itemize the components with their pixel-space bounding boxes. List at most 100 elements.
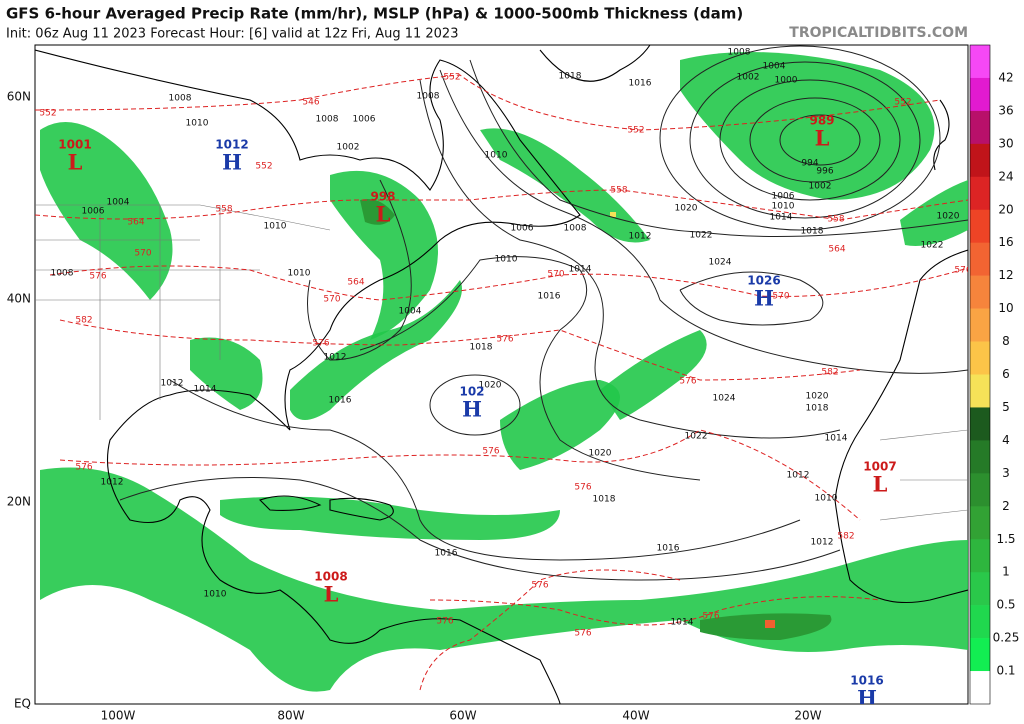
isobar-label: 1006 <box>82 207 105 217</box>
title: GFS 6-hour Averaged Precip Rate (mm/hr),… <box>6 5 743 23</box>
thickness-label: 570 <box>547 270 564 280</box>
center-value: 102 <box>459 385 484 399</box>
colorbar-label: 3 <box>1002 466 1010 480</box>
isobar-label: 1018 <box>559 72 582 82</box>
site-credit: TROPICALTIDBITS.COM <box>789 25 968 41</box>
thickness-label: 576 <box>312 339 329 349</box>
isobar-label: 1018 <box>593 495 616 505</box>
colorbar-segment <box>970 176 990 211</box>
axis-labels: 60N 40N 20N EQ 100W 80W 60W 40W 20W <box>7 90 822 723</box>
isobar-label: 1006 <box>353 115 376 125</box>
thickness-label: 576 <box>702 612 719 622</box>
isobar-label: 1020 <box>589 449 612 459</box>
thickness-label: 546 <box>302 98 319 108</box>
colorbar-segment <box>970 605 990 639</box>
thickness-label: 576 <box>496 335 513 345</box>
center-letter: L <box>68 150 83 175</box>
colorbar-segment <box>970 242 990 276</box>
center-value: 989 <box>809 114 834 128</box>
isobar-label: 1008 <box>417 92 440 102</box>
isobar-label: 1020 <box>937 212 960 222</box>
isobar-label: 1020 <box>675 204 698 214</box>
isobar-label: 1008 <box>51 269 74 279</box>
thickness-label: 552 <box>443 73 460 83</box>
borders <box>35 204 968 521</box>
isobar-label: 1004 <box>399 307 422 317</box>
isobar-label: 1012 <box>787 471 810 481</box>
thickness-label: 564 <box>347 278 364 288</box>
isobar-label: 1014 <box>569 265 592 275</box>
colorbar-label: 24 <box>998 169 1013 183</box>
isobar-label: 1018 <box>801 227 824 237</box>
isobar-label: 1010 <box>288 269 311 279</box>
isobar-label: 1002 <box>337 143 360 153</box>
isobar-label: 1022 <box>690 231 713 241</box>
colorbar-label: 0.1 <box>996 664 1015 678</box>
colorbar-segment <box>970 209 990 243</box>
thickness-label: 570 <box>323 295 340 305</box>
center-value: 1026 <box>747 274 780 288</box>
colorbar-label: 12 <box>998 268 1013 282</box>
isobar-label: 1008 <box>728 48 751 58</box>
lon-label: 100W <box>101 709 136 723</box>
lat-label: 60N <box>7 90 31 104</box>
coastlines <box>35 45 968 704</box>
colorbar-label: 0.5 <box>996 598 1015 612</box>
center-letter: L <box>873 472 888 497</box>
precip <box>40 52 968 692</box>
isobar-label: 1016 <box>435 549 458 559</box>
colorbar-segment <box>970 539 990 573</box>
colorbar-segment <box>970 143 990 178</box>
thickness-label: 576 <box>531 581 548 591</box>
center-letter: L <box>376 202 391 227</box>
isobar-label: 1012 <box>629 232 652 242</box>
center-value: 1008 <box>314 570 347 584</box>
thickness-label: 570 <box>134 249 151 259</box>
colorbar-segment <box>970 77 990 112</box>
colorbar-segment <box>970 341 990 375</box>
isobar-label: 1004 <box>763 62 786 72</box>
colorbar-segment <box>970 110 990 145</box>
isobar-label: 1016 <box>329 396 352 406</box>
isobar-label: 1010 <box>264 222 287 232</box>
thickness-label: 582 <box>821 368 838 378</box>
thickness-label: 576 <box>954 266 971 276</box>
colorbar-label: 10 <box>998 301 1013 315</box>
thickness-label: 570 <box>772 292 789 302</box>
isobar-label: 1018 <box>806 404 829 414</box>
thickness-label: 582 <box>75 316 92 326</box>
center-value: 1012 <box>215 138 248 152</box>
isobar-label: 1012 <box>811 538 834 548</box>
thickness-label: 558 <box>610 186 627 196</box>
isobar-label: 1014 <box>671 618 694 628</box>
colorbar-label: 30 <box>998 136 1013 150</box>
thickness-label: 564 <box>828 245 845 255</box>
lat-label: EQ <box>14 697 31 711</box>
isobar-label: 1020 <box>806 392 829 402</box>
isobar-label: 1020 <box>479 381 502 391</box>
isobar-label: 1010 <box>204 590 227 600</box>
isobar-label: 1024 <box>713 394 736 404</box>
thickness-label: 552 <box>627 126 644 136</box>
colorbar-label: 5 <box>1002 400 1010 414</box>
colorbar-label: 4 <box>1002 433 1010 447</box>
colorbar-label: 20 <box>998 202 1013 216</box>
colorbar-label: 0.25 <box>993 631 1020 645</box>
thickness-label: 576 <box>574 483 591 493</box>
isobars <box>119 45 968 581</box>
isobar-label: 994 <box>801 159 818 169</box>
center-letter: H <box>857 686 877 711</box>
isobar-label: 1006 <box>772 192 795 202</box>
isobar-label: 1012 <box>161 379 184 389</box>
isobar-label: 1016 <box>657 544 680 554</box>
isobar-label: 1022 <box>921 241 944 251</box>
isobar-label: 1008 <box>169 94 192 104</box>
lat-label: 40N <box>7 292 31 306</box>
colorbar-segment <box>970 407 990 441</box>
isobar-label: 1010 <box>815 494 838 504</box>
center-value: 1001 <box>58 138 91 152</box>
isobar-label: 1010 <box>186 119 209 129</box>
isobar-label: 1012 <box>101 478 124 488</box>
isobar-label: 1018 <box>470 343 493 353</box>
center-letter: H <box>462 397 482 422</box>
